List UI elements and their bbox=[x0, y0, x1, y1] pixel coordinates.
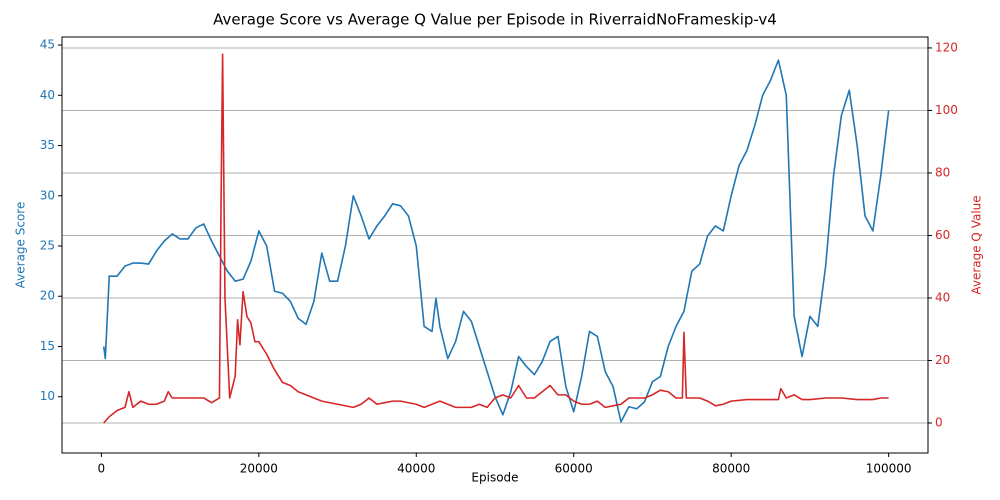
y2-tick-label: 80 bbox=[935, 165, 950, 179]
y-tick-label: 35 bbox=[40, 138, 55, 152]
y2-tick-label: 20 bbox=[935, 353, 950, 367]
y2-tick-label: 0 bbox=[935, 415, 943, 429]
y-tick-label: 20 bbox=[40, 289, 55, 303]
y-tick-label: 30 bbox=[40, 188, 55, 202]
chart-title: Average Score vs Average Q Value per Epi… bbox=[213, 11, 777, 29]
x-tick-label: 60000 bbox=[555, 462, 593, 476]
y2-axis-label: Average Q Value bbox=[970, 195, 984, 294]
y2-tick-label: 40 bbox=[935, 290, 950, 304]
y2-tick-label: 60 bbox=[935, 228, 950, 242]
plot-frame bbox=[61, 36, 929, 454]
y-tick-label: 25 bbox=[40, 239, 55, 253]
x-tick-label: 20000 bbox=[240, 462, 278, 476]
y2-tick-label: 100 bbox=[935, 103, 958, 117]
x-tick-label: 40000 bbox=[397, 462, 435, 476]
y2-tick-label: 120 bbox=[935, 40, 958, 54]
x-axis-label: Episode bbox=[471, 471, 518, 485]
y-tick-label: 45 bbox=[40, 38, 55, 52]
series-line bbox=[102, 59, 890, 423]
y-tick-label: 40 bbox=[40, 88, 55, 102]
x-tick-label: 0 bbox=[98, 462, 106, 476]
y-axis-label: Average Score bbox=[14, 202, 28, 289]
y-tick-label: 10 bbox=[40, 389, 55, 403]
x-tick-label: 100000 bbox=[866, 462, 912, 476]
x-tick-label: 80000 bbox=[712, 462, 750, 476]
series-line bbox=[103, 53, 889, 424]
y-tick-label: 15 bbox=[40, 339, 55, 353]
